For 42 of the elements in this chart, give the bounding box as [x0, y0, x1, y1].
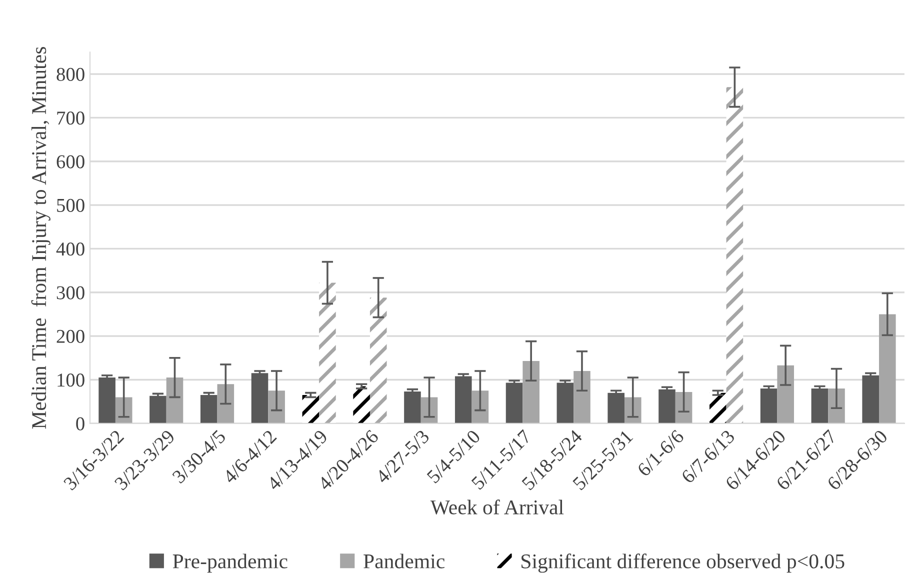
- y-tick-label: 300: [56, 286, 84, 300]
- y-tick-label: 500: [57, 198, 84, 212]
- bar: [454, 376, 472, 424]
- bar: [353, 386, 370, 424]
- bar: [370, 298, 387, 424]
- bar: [574, 370, 590, 424]
- y-tick-label: 0: [76, 417, 84, 430]
- bar: [506, 382, 523, 424]
- bar: [760, 388, 778, 424]
- y-tick-label: 700: [57, 112, 84, 125]
- bar: [166, 378, 184, 424]
- y-tick-label: 400: [56, 242, 84, 256]
- bar: [302, 395, 320, 424]
- bar: [98, 378, 116, 424]
- y-tick-label: 200: [56, 330, 84, 343]
- y-tick-label: 600: [56, 155, 84, 168]
- x-axis-title: Week of Arrival: [430, 500, 564, 515]
- bar: [675, 392, 692, 424]
- bar: [150, 396, 166, 424]
- bar: [658, 389, 676, 424]
- bar: [522, 360, 540, 424]
- bar: [777, 365, 794, 424]
- bar: [217, 384, 234, 424]
- bar: [319, 282, 336, 424]
- bar: [251, 373, 268, 424]
- bar: [472, 390, 489, 424]
- bar: [200, 395, 218, 424]
- legend-label: Pandemic: [364, 554, 444, 568]
- bar: [726, 87, 744, 424]
- y-tick-label: 100: [58, 374, 84, 387]
- bar: [608, 392, 624, 424]
- bar: [879, 314, 896, 424]
- legend-label: Significant difference observed p<0.05: [522, 554, 844, 573]
- legend-label: Pre-pandemic: [172, 554, 288, 573]
- bar: [862, 375, 880, 424]
- bar: [404, 392, 421, 424]
- bar: [556, 382, 574, 424]
- y-tick-label: 800: [56, 68, 84, 81]
- y-axis-title: Median Time from Injury to Arrival, Minutes: [31, 47, 50, 429]
- bar: [811, 388, 828, 424]
- bar: [709, 392, 726, 424]
- bar: [268, 390, 285, 424]
